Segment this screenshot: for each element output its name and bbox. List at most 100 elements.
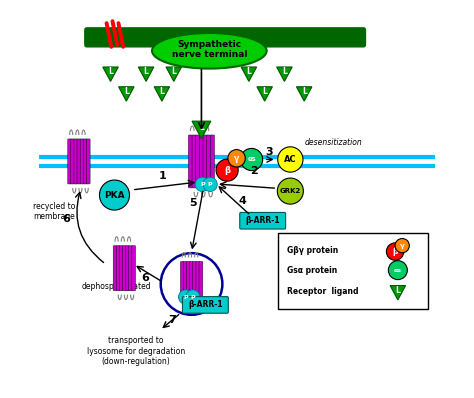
Text: P: P [200, 182, 205, 187]
Polygon shape [277, 67, 292, 81]
FancyBboxPatch shape [183, 261, 187, 298]
Text: γ: γ [400, 243, 405, 249]
Circle shape [216, 159, 238, 181]
FancyBboxPatch shape [207, 135, 211, 188]
FancyBboxPatch shape [203, 135, 207, 188]
Text: dephosphorylated: dephosphorylated [82, 282, 151, 291]
Text: L: L [124, 87, 129, 96]
Polygon shape [138, 67, 154, 81]
FancyBboxPatch shape [122, 246, 126, 291]
FancyBboxPatch shape [132, 246, 136, 291]
Polygon shape [390, 285, 406, 300]
Circle shape [241, 148, 263, 171]
FancyBboxPatch shape [129, 246, 132, 291]
Text: 6: 6 [62, 214, 70, 224]
FancyBboxPatch shape [240, 213, 286, 229]
Text: αs: αs [247, 156, 256, 162]
Circle shape [203, 177, 217, 191]
Text: β: β [224, 166, 230, 175]
Text: 3: 3 [265, 146, 273, 156]
FancyBboxPatch shape [74, 139, 78, 184]
FancyBboxPatch shape [210, 135, 215, 188]
Text: β-ARR-1: β-ARR-1 [246, 216, 280, 225]
FancyBboxPatch shape [77, 139, 81, 184]
Polygon shape [103, 67, 118, 81]
Text: β: β [392, 247, 398, 256]
FancyBboxPatch shape [86, 139, 90, 184]
Text: 1: 1 [159, 172, 166, 181]
Text: L: L [262, 87, 267, 96]
Text: 2: 2 [250, 166, 257, 176]
Text: β-ARR-1: β-ARR-1 [188, 300, 223, 309]
Text: αs: αs [394, 267, 402, 273]
Ellipse shape [152, 33, 267, 68]
Text: 7: 7 [168, 314, 176, 324]
Text: GRK2: GRK2 [280, 188, 301, 194]
FancyBboxPatch shape [180, 261, 184, 298]
Text: 6: 6 [141, 273, 149, 283]
Polygon shape [257, 87, 273, 101]
Polygon shape [296, 87, 312, 101]
FancyBboxPatch shape [199, 261, 203, 298]
Circle shape [386, 243, 404, 260]
Text: L: L [108, 67, 113, 76]
Text: P: P [183, 295, 188, 300]
FancyBboxPatch shape [80, 139, 84, 184]
Text: Receptor  ligand: Receptor ligand [287, 287, 359, 296]
Circle shape [186, 290, 200, 304]
Text: PKA: PKA [104, 191, 125, 199]
Polygon shape [154, 87, 170, 101]
Text: γ: γ [234, 154, 239, 163]
Circle shape [161, 253, 222, 315]
FancyBboxPatch shape [188, 135, 192, 188]
FancyBboxPatch shape [193, 261, 197, 298]
FancyBboxPatch shape [71, 139, 74, 184]
Text: L: L [302, 87, 307, 96]
Circle shape [179, 290, 193, 304]
Text: Gβγ protein: Gβγ protein [287, 246, 338, 255]
FancyBboxPatch shape [196, 135, 200, 188]
Circle shape [278, 147, 303, 172]
FancyBboxPatch shape [279, 233, 428, 309]
FancyBboxPatch shape [187, 261, 191, 298]
FancyBboxPatch shape [190, 261, 193, 298]
FancyBboxPatch shape [119, 246, 123, 291]
Text: AC: AC [284, 155, 297, 164]
Circle shape [395, 238, 410, 253]
FancyBboxPatch shape [116, 246, 120, 291]
Text: Sympathetic
nerve terminal: Sympathetic nerve terminal [172, 40, 247, 59]
Text: 4: 4 [239, 196, 247, 206]
Polygon shape [192, 121, 211, 139]
Circle shape [228, 150, 246, 167]
Text: L: L [395, 286, 400, 295]
Text: transported to
lysosome for degradation
(down-regulation): transported to lysosome for degradation … [87, 336, 185, 366]
FancyBboxPatch shape [192, 135, 196, 188]
FancyBboxPatch shape [200, 135, 203, 188]
Polygon shape [241, 67, 256, 81]
Polygon shape [118, 87, 134, 101]
FancyBboxPatch shape [126, 246, 129, 291]
Text: L: L [282, 67, 287, 76]
FancyBboxPatch shape [68, 139, 72, 184]
Text: L: L [171, 67, 176, 76]
Circle shape [195, 177, 210, 191]
Circle shape [277, 178, 303, 204]
Polygon shape [166, 67, 182, 81]
Circle shape [100, 180, 129, 210]
Text: L: L [159, 87, 164, 96]
Text: desensitization: desensitization [305, 138, 363, 147]
FancyBboxPatch shape [182, 297, 228, 313]
Text: 5: 5 [189, 198, 197, 208]
FancyBboxPatch shape [85, 28, 365, 47]
Text: recycled to
membrane: recycled to membrane [33, 202, 75, 221]
Text: P: P [208, 182, 212, 187]
Circle shape [388, 261, 407, 280]
FancyBboxPatch shape [83, 139, 87, 184]
Text: L: L [246, 67, 251, 76]
Text: Gsα protein: Gsα protein [287, 265, 337, 275]
Text: P: P [191, 295, 195, 300]
FancyBboxPatch shape [113, 246, 117, 291]
Text: L: L [144, 67, 148, 76]
FancyBboxPatch shape [196, 261, 200, 298]
Text: L: L [199, 123, 204, 132]
